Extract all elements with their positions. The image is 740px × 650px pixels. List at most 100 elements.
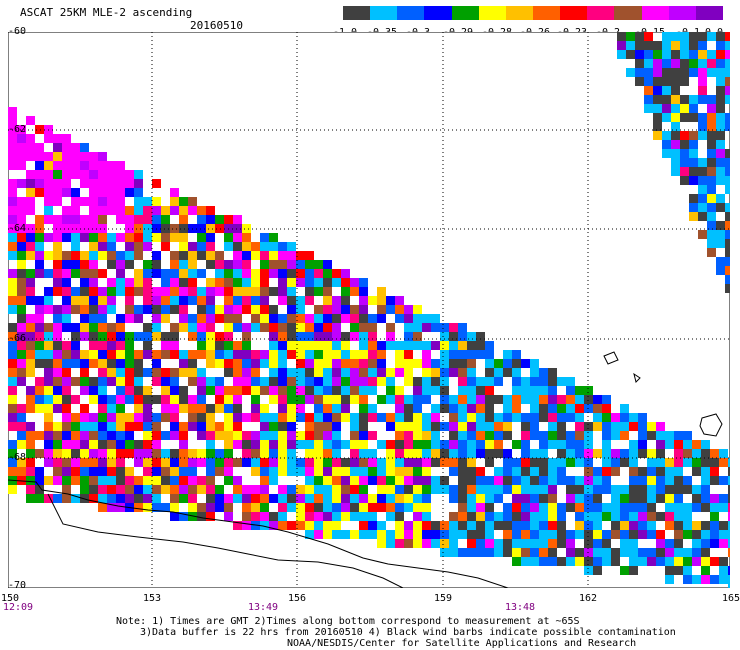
- swath-cell: [422, 368, 431, 377]
- swath-cell: [80, 323, 89, 332]
- swath-cell: [716, 230, 725, 239]
- swath-cell: [170, 224, 179, 233]
- swath-cell: [377, 305, 386, 314]
- swath-cell: [71, 224, 80, 233]
- swath-cell: [161, 404, 170, 413]
- swath-cell: [278, 359, 287, 368]
- swath-cell: [98, 296, 107, 305]
- swath-cell: [314, 422, 323, 431]
- swath-cell: [629, 566, 638, 575]
- swath-cell: [494, 485, 503, 494]
- swath-cell: [89, 458, 98, 467]
- swath-cell: [161, 395, 170, 404]
- lat-label: -62: [8, 124, 27, 135]
- swath-cell: [53, 242, 62, 251]
- swath-cell: [197, 296, 206, 305]
- swath-cell: [80, 359, 89, 368]
- swath-cell: [557, 422, 566, 431]
- swath-cell: [698, 203, 707, 212]
- swath-cell: [143, 467, 152, 476]
- swath-cell: [377, 368, 386, 377]
- lon-label: 159: [433, 593, 453, 604]
- swath-cell: [557, 404, 566, 413]
- swath-cell: [269, 332, 278, 341]
- swath-cell: [458, 449, 467, 458]
- swath-cell: [107, 260, 116, 269]
- swath-cell: [107, 251, 116, 260]
- swath-cell: [260, 386, 269, 395]
- swath-cell: [215, 251, 224, 260]
- swath-cell: [143, 287, 152, 296]
- time-label: 13:49: [247, 602, 279, 613]
- swath-cell: [449, 521, 458, 530]
- swath-cell: [662, 68, 671, 77]
- swath-cell: [242, 260, 251, 269]
- swath-cell: [413, 341, 422, 350]
- swath-cell: [404, 485, 413, 494]
- swath-cell: [413, 305, 422, 314]
- swath-cell: [332, 332, 341, 341]
- swath-cell: [698, 212, 707, 221]
- swath-cell: [206, 305, 215, 314]
- swath-cell: [359, 512, 368, 521]
- swath-cell: [152, 485, 161, 494]
- swath-cell: [566, 404, 575, 413]
- swath-cell: [44, 449, 53, 458]
- swath-cell: [359, 476, 368, 485]
- swath-cell: [188, 368, 197, 377]
- swath-cell: [539, 431, 548, 440]
- swath-cell: [707, 158, 716, 167]
- swath-cell: [161, 296, 170, 305]
- swath-cell: [494, 539, 503, 548]
- swath-cell: [125, 413, 134, 422]
- swath-cell: [62, 404, 71, 413]
- swath-cell: [242, 296, 251, 305]
- swath-cell: [503, 512, 512, 521]
- swath-cell: [233, 260, 242, 269]
- swath-cell: [206, 359, 215, 368]
- swath-cell: [53, 476, 62, 485]
- swath-cell: [89, 260, 98, 269]
- swath-cell: [62, 386, 71, 395]
- swath-cell: [206, 494, 215, 503]
- swath-cell: [17, 377, 26, 386]
- swath-cell: [44, 494, 53, 503]
- swath-cell: [53, 305, 62, 314]
- swath-cell: [557, 458, 566, 467]
- swath-cell: [305, 512, 314, 521]
- lat-label: -64: [8, 223, 27, 234]
- swath-cell: [53, 233, 62, 242]
- swath-cell: [269, 233, 278, 242]
- swath-cell: [404, 440, 413, 449]
- swath-cell: [368, 467, 377, 476]
- swath-cell: [206, 413, 215, 422]
- swath-cell: [197, 386, 206, 395]
- swath-cell: [242, 323, 251, 332]
- swath-cell: [8, 341, 17, 350]
- swath-cell: [260, 314, 269, 323]
- swath-cell: [125, 206, 134, 215]
- swath-cell: [707, 167, 716, 176]
- swath-cell: [728, 521, 730, 530]
- swath-cell: [692, 530, 701, 539]
- swath-cell: [476, 341, 485, 350]
- swath-cell: [332, 422, 341, 431]
- swath-cell: [566, 386, 575, 395]
- swath-cell: [134, 368, 143, 377]
- swath-cell: [278, 251, 287, 260]
- swath-cell: [656, 458, 665, 467]
- swath-cell: [404, 539, 413, 548]
- swath-map: [8, 32, 730, 588]
- swath-cell: [26, 233, 35, 242]
- swath-cell: [467, 494, 476, 503]
- swath-cell: [665, 440, 674, 449]
- swath-cell: [440, 485, 449, 494]
- swath-cell: [323, 449, 332, 458]
- swath-cell: [404, 395, 413, 404]
- swath-cell: [53, 323, 62, 332]
- swath-cell: [458, 503, 467, 512]
- swath-cell: [224, 341, 233, 350]
- swath-cell: [674, 467, 683, 476]
- swath-cell: [332, 530, 341, 539]
- swath-cell: [98, 476, 107, 485]
